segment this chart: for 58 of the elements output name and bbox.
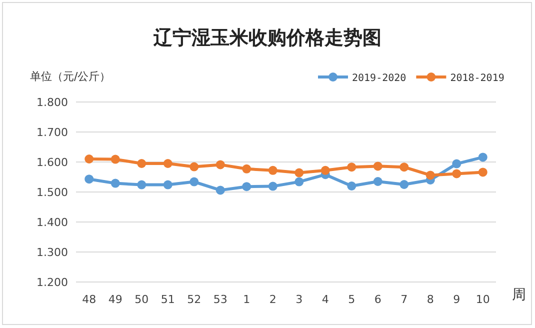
point: [190, 177, 199, 186]
x-tick-label: 4: [322, 293, 329, 306]
x-tick-label: 49: [108, 293, 122, 306]
point: [163, 180, 172, 190]
x-tick-label: 10: [476, 293, 490, 306]
x-tick-label: 1: [243, 293, 250, 306]
point: [373, 177, 382, 186]
point: [347, 162, 356, 172]
x-tick-label: 3: [296, 293, 303, 306]
point: [137, 180, 146, 190]
y-tick-label: 1.200: [36, 276, 68, 289]
y-tick-label: 1.300: [36, 246, 68, 259]
x-tick-label: 5: [348, 293, 356, 306]
point: [478, 152, 488, 162]
point: [294, 177, 304, 186]
x-tick-label: 6: [374, 293, 382, 306]
point: [320, 166, 330, 175]
point: [84, 174, 94, 184]
point: [452, 159, 462, 168]
point: [426, 170, 435, 180]
point: [137, 159, 146, 168]
chart-title: 辽宁湿玉米收购价格走势图: [152, 27, 382, 49]
x-tick-label: 53: [213, 293, 228, 306]
point: [347, 182, 356, 190]
point: [216, 186, 225, 195]
point: [190, 162, 199, 172]
point: [242, 164, 252, 174]
y-tick-label: 1.800: [36, 96, 68, 109]
point: [216, 160, 225, 170]
point: [400, 180, 409, 189]
x-axis-title: 周: [512, 287, 526, 303]
y-tick-label: 1.700: [36, 126, 68, 139]
y-tick-label: 1.600: [36, 156, 68, 169]
point: [268, 166, 278, 175]
legend-label: 2018-2019: [450, 73, 504, 84]
point: [163, 159, 172, 168]
legend-label: 2019-2020: [352, 73, 406, 84]
point: [242, 182, 252, 192]
point: [400, 162, 409, 172]
point: [294, 168, 304, 178]
x-tick-label: 9: [453, 293, 460, 306]
x-tick-label: 52: [187, 293, 202, 306]
point: [452, 169, 462, 178]
y-tick-label: 1.500: [36, 186, 68, 199]
x-tick-label: 2: [269, 293, 276, 306]
y-tick-label: 1.400: [36, 216, 68, 229]
point: [84, 154, 94, 164]
point: [268, 182, 278, 191]
x-tick-label: 51: [160, 293, 175, 306]
y-axis-title: 单位（元/公斤）: [30, 70, 111, 83]
x-tick-label: 8: [426, 293, 434, 306]
x-tick-label: 7: [400, 293, 408, 306]
point: [110, 154, 120, 164]
point: [110, 178, 120, 188]
point: [478, 168, 488, 177]
x-tick-label: 50: [134, 293, 149, 306]
x-tick-label: 48: [82, 293, 96, 306]
point: [373, 162, 382, 171]
